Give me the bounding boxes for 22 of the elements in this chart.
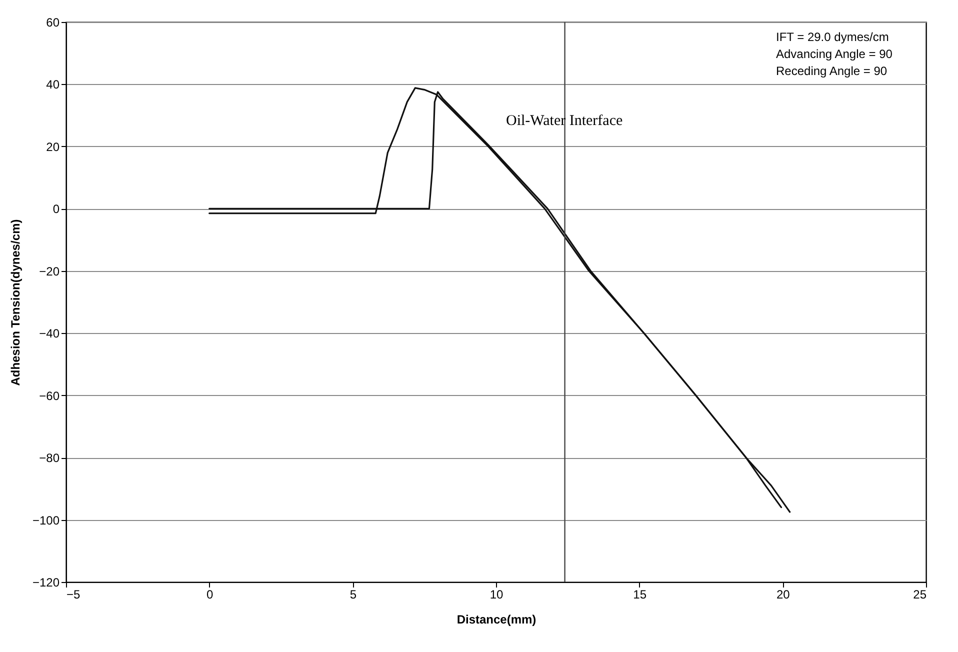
x-tick-label: 25 (913, 588, 927, 602)
y-tick-label: −100 (32, 513, 60, 528)
x-tick-label: −5 (66, 588, 81, 602)
y-tick-label: −120 (32, 576, 60, 590)
y-tick-label: −60 (39, 388, 60, 403)
x-tick-label: 15 (633, 588, 647, 602)
y-tick-label: 20 (46, 140, 60, 154)
y-tick-label: −20 (39, 264, 60, 278)
x-axis-title: Distance(mm) (456, 612, 536, 626)
y-tick-label: 0 (52, 202, 60, 216)
annotation: Advancing Angle = 90 (776, 47, 893, 61)
y-tick-label: 60 (46, 16, 60, 30)
annotation: IFT = 29.0 dymes/cm (776, 30, 889, 44)
x-tick-label: 20 (776, 588, 790, 602)
x-tick-label: 5 (350, 588, 357, 602)
y-axis-title: Adhesion Tension(dynes/cm) (8, 219, 22, 386)
x-tick-label: 10 (490, 588, 504, 602)
y-tick-label: −40 (39, 326, 60, 341)
y-tick-label: −80 (39, 451, 60, 466)
y-tick-label: 40 (46, 78, 60, 92)
annotation: Receding Angle = 90 (776, 64, 888, 78)
x-tick-label: 0 (206, 588, 214, 602)
